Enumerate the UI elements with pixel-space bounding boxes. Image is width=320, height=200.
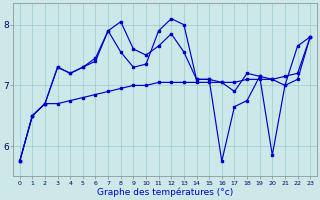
X-axis label: Graphe des températures (°c): Graphe des températures (°c) <box>97 187 233 197</box>
